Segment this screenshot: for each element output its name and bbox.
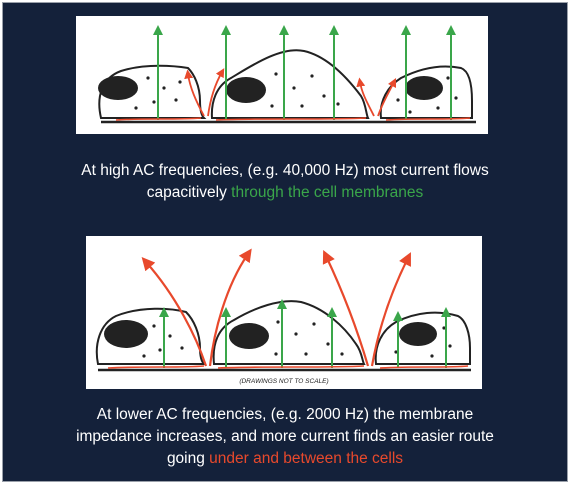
high-frequency-drawing [98,25,476,124]
nucleus-right [405,76,443,100]
high-frequency-caption-line2: capacitively through the cell membranes [0,182,570,204]
nucleus-left [98,76,138,100]
high-frequency-caption: At high AC frequencies, (e.g. 40,000 Hz)… [0,160,570,204]
capacitive-current-arrows [153,25,456,120]
paracellular-current-arrows-small [184,68,397,117]
low-frequency-caption-line1: At lower AC frequencies, (e.g. 2000 Hz) … [96,406,474,423]
low-frequency-drawing: (DRAWINGS NOT TO SCALE) [95,248,471,385]
low-frequency-caption: At lower AC frequencies, (e.g. 2000 Hz) … [0,404,570,470]
high-frequency-illustration [76,16,488,134]
drawings-not-to-scale-note: (DRAWINGS NOT TO SCALE) [239,378,328,385]
nucleus-right [399,322,437,346]
through-cell-membranes-highlight: through the cell membranes [231,184,424,201]
nucleus-left [104,320,148,348]
high-frequency-caption-line1: At high AC frequencies, (e.g. 40,000 Hz)… [81,162,489,179]
nucleus-middle [226,77,266,103]
low-frequency-caption-line3: going under and between the cells [0,448,570,470]
low-frequency-caption-line2: impedance increases, and more current fi… [76,428,494,445]
under-and-between-cells-highlight: under and between the cells [209,450,404,467]
capacitive-current-arrows [159,299,451,368]
paracellular-current-arrows-large [141,248,411,367]
low-frequency-illustration: (DRAWINGS NOT TO SCALE) [86,236,482,389]
high-frequency-caption-prefix: capacitively [146,184,232,201]
nucleus-middle [229,323,269,349]
low-frequency-caption-prefix: going [166,450,210,467]
